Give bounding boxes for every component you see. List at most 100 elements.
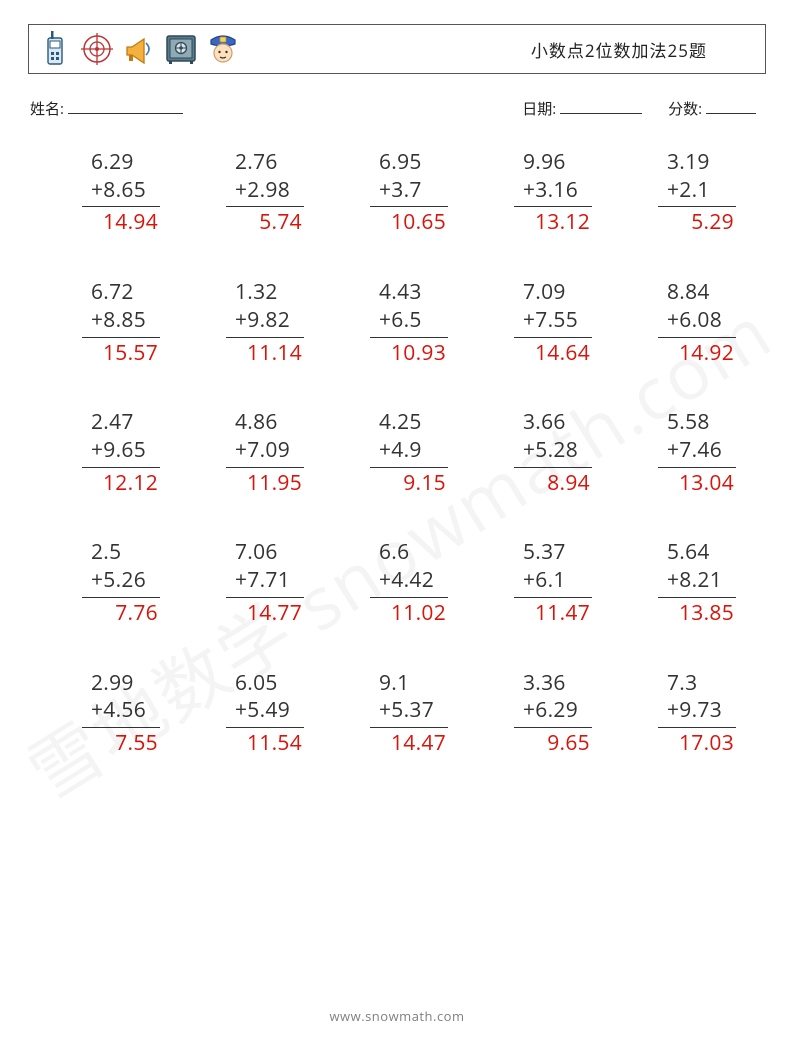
problem-grid: 6.29+8.6514.94 2.76+2.985.74 6.95+3.710.65… [28,149,766,758]
answer: 10.65 [370,207,448,237]
operand-b: +5.26 [82,567,160,598]
problem: 2.76+2.985.74 [202,149,304,237]
problem: 6.05+5.4911.54 [202,670,304,758]
operand-b: +5.49 [226,697,304,728]
operand-a: 4.25 [370,409,448,437]
operand-b: +3.16 [514,177,592,208]
crosshair-icon [79,29,115,69]
name-label: 姓名: [30,99,64,119]
walkie-talkie-icon [37,29,73,69]
problem: 1.32+9.8211.14 [202,279,304,367]
date-label: 日期: [522,99,556,119]
answer: 5.29 [658,207,736,237]
operand-a: 5.37 [514,539,592,567]
problem: 7.3+9.7317.03 [634,670,736,758]
problem: 2.5+5.267.76 [58,539,160,627]
operand-b: +8.65 [82,177,160,208]
answer: 11.47 [514,598,592,628]
operand-a: 6.6 [370,539,448,567]
police-icon [205,29,241,69]
problem: 6.95+3.710.65 [346,149,448,237]
answer: 14.47 [370,728,448,758]
operand-a: 9.1 [370,670,448,698]
problem: 5.58+7.4613.04 [634,409,736,497]
answer: 14.92 [658,338,736,368]
answer: 9.15 [370,468,448,498]
problem: 2.47+9.6512.12 [58,409,160,497]
problem: 4.25+4.99.15 [346,409,448,497]
operand-b: +4.9 [370,437,448,468]
operand-a: 2.76 [226,149,304,177]
operand-a: 6.29 [82,149,160,177]
answer: 13.85 [658,598,736,628]
answer: 15.57 [82,338,160,368]
worksheet-page: 雪地数学 snowmath.com [0,0,794,1053]
operand-b: +7.71 [226,567,304,598]
operand-a: 6.95 [370,149,448,177]
operand-a: 2.5 [82,539,160,567]
worksheet-title: 小数点2位数加法25题 [531,37,747,62]
problem: 5.64+8.2113.85 [634,539,736,627]
date-underline [560,98,642,114]
operand-b: +5.37 [370,697,448,728]
problem: 3.36+6.299.65 [490,670,592,758]
operand-a: 6.05 [226,670,304,698]
operand-a: 1.32 [226,279,304,307]
answer: 14.94 [82,207,160,237]
answer: 11.14 [226,338,304,368]
operand-b: +9.73 [658,697,736,728]
operand-a: 5.64 [658,539,736,567]
operand-b: +4.42 [370,567,448,598]
operand-b: +6.29 [514,697,592,728]
operand-b: +7.55 [514,307,592,338]
operand-a: 7.3 [658,670,736,698]
answer: 7.76 [82,598,160,628]
operand-a: 7.06 [226,539,304,567]
header-icon-row [37,29,241,69]
title-bar: 小数点2位数加法25题 [28,24,766,74]
answer: 9.65 [514,728,592,758]
megaphone-icon [121,29,157,69]
operand-b: +7.46 [658,437,736,468]
operand-a: 2.47 [82,409,160,437]
operand-a: 6.72 [82,279,160,307]
operand-a: 9.96 [514,149,592,177]
date-field: 日期: [522,98,642,119]
answer: 11.02 [370,598,448,628]
score-field: 分数: [668,98,756,119]
operand-b: +8.85 [82,307,160,338]
answer: 17.03 [658,728,736,758]
problem: 6.6+4.4211.02 [346,539,448,627]
score-label: 分数: [668,99,702,119]
operand-b: +2.1 [658,177,736,208]
problem: 3.66+5.288.94 [490,409,592,497]
operand-b: +6.08 [658,307,736,338]
answer: 5.74 [226,207,304,237]
problem: 2.99+4.567.55 [58,670,160,758]
answer: 13.04 [658,468,736,498]
operand-a: 3.36 [514,670,592,698]
operand-b: +3.7 [370,177,448,208]
operand-a: 8.84 [658,279,736,307]
operand-b: +5.28 [514,437,592,468]
operand-b: +8.21 [658,567,736,598]
operand-b: +7.09 [226,437,304,468]
operand-a: 4.43 [370,279,448,307]
answer: 11.95 [226,468,304,498]
operand-b: +4.56 [82,697,160,728]
answer: 8.94 [514,468,592,498]
problem: 9.1+5.3714.47 [346,670,448,758]
operand-a: 7.09 [514,279,592,307]
problem: 7.09+7.5514.64 [490,279,592,367]
problem: 5.37+6.111.47 [490,539,592,627]
answer: 11.54 [226,728,304,758]
answer: 14.77 [226,598,304,628]
problem: 9.96+3.1613.12 [490,149,592,237]
safe-icon [163,29,199,69]
answer: 14.64 [514,338,592,368]
problem: 6.72+8.8515.57 [58,279,160,367]
operand-b: +9.82 [226,307,304,338]
operand-b: +6.5 [370,307,448,338]
answer: 12.12 [82,468,160,498]
operand-b: +6.1 [514,567,592,598]
